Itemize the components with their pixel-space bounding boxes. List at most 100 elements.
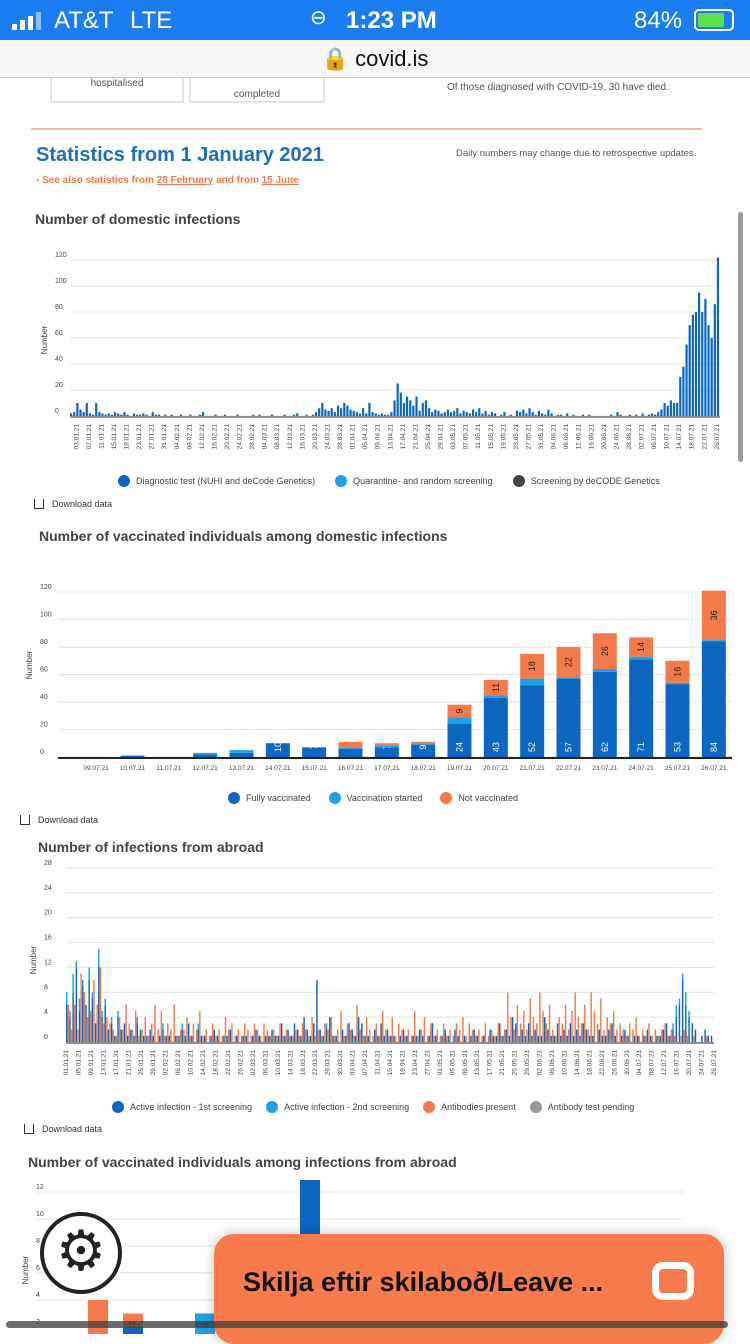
bar-domestic [418, 410, 421, 416]
legend-label: Not vaccinated [458, 793, 518, 803]
x-tick-label: 29.01.21 [150, 1050, 157, 1076]
bar-domestic [333, 412, 336, 416]
bar-antibodies [574, 992, 576, 1042]
bar-abroad [175, 1035, 177, 1042]
download-data-vaccinated[interactable]: Download data [20, 815, 98, 825]
bar-abroad [547, 1029, 549, 1042]
bar-antibodies [170, 1029, 172, 1042]
x-tick-label: 11.01.21 [98, 424, 105, 449]
bar-abroad [82, 979, 84, 987]
bar-abroad [576, 1029, 578, 1042]
bar-antibodies [228, 1029, 230, 1042]
bar-domestic [685, 344, 688, 416]
x-tick-label: 16.03.21 [299, 424, 306, 450]
y-tick-label: 40 [40, 694, 48, 701]
y-tick-label: 0 [55, 408, 59, 415]
bar-abroad [75, 961, 78, 968]
bar-domestic [135, 414, 139, 416]
x-tick-label: 08.06.21 [563, 424, 570, 450]
bar-domestic [91, 414, 95, 416]
link-15-june[interactable]: 15 June [261, 175, 299, 186]
bar-value-label: 26 [600, 646, 610, 656]
bar-domestic [537, 410, 541, 416]
bar-value-label: 9 [455, 708, 465, 713]
legend-swatch [228, 792, 240, 804]
bar-antibodies [539, 992, 541, 1042]
horizontal-scrollbar[interactable] [6, 1321, 728, 1328]
x-tick-label: 10.06.21 [561, 1050, 568, 1076]
bar-domestic [170, 414, 173, 416]
bar-abroad [325, 1023, 328, 1030]
bar-domestic [142, 413, 145, 416]
bar-antibodies [311, 1017, 313, 1042]
bar-domestic [283, 414, 286, 416]
bar-antibodies [705, 1035, 708, 1042]
bar-antibodies [304, 1029, 307, 1042]
x-tick-label: 06.07.21 [651, 424, 658, 450]
url-bar[interactable]: 🔒 covid.is [0, 40, 750, 78]
bar-abroad [518, 1035, 520, 1042]
y-axis-label: Number [40, 325, 49, 354]
bar-abroad [662, 1029, 665, 1042]
network: LTE [130, 7, 173, 34]
x-tick-label: 25.07.21 [665, 765, 691, 772]
y-tick-label: 80 [40, 639, 48, 646]
x-tick-label: 25.04.21 [425, 424, 432, 450]
bar-abroad [553, 1035, 556, 1042]
x-tick-label: 15.01.21 [111, 424, 118, 450]
bar-domestic [465, 412, 468, 416]
bar-segment-vaccination-started [592, 669, 617, 672]
bar-antibodies [234, 1035, 236, 1042]
bar-antibodies [494, 1035, 496, 1042]
bar-antibodies [256, 1029, 259, 1042]
bar-domestic [682, 366, 685, 416]
bar-antibodies [465, 1035, 467, 1042]
legend-label: Fully vaccinated [246, 793, 311, 803]
bar-antibodies [125, 1004, 127, 1042]
bar-domestic [528, 408, 531, 416]
bar-abroad [521, 1029, 523, 1042]
bar-abroad [203, 1035, 206, 1042]
bar-abroad [107, 1029, 110, 1042]
bar-abroad [678, 998, 681, 1005]
bar-antibodies [388, 1035, 390, 1042]
bar-domestic [547, 409, 550, 416]
bar-abroad [361, 1023, 363, 1042]
bar-antibodies [192, 1023, 195, 1042]
bar-segment-vaccination-started [629, 656, 654, 660]
bar-domestic [110, 414, 114, 416]
bar-abroad [367, 1035, 369, 1042]
download-data-abroad[interactable]: Download data [24, 1124, 102, 1134]
bar-abroad [598, 1029, 600, 1042]
bar-domestic [654, 414, 657, 416]
x-tick-label: 09.07.21 [84, 765, 110, 772]
bar-segment-not-vaccinated [556, 647, 581, 678]
bar-antibodies [497, 1023, 499, 1042]
x-tick-label: 18.02.21 [213, 1050, 220, 1076]
bar-abroad [316, 979, 318, 1042]
bar-antibodies [122, 1029, 124, 1042]
y-tick-label: 120 [40, 584, 52, 591]
x-tick-label: 04.07.21 [636, 1050, 643, 1076]
bar-antibodies [491, 1029, 493, 1042]
x-tick-label: 08.02.21 [186, 424, 193, 450]
download-data-domestic[interactable]: Download data [34, 499, 112, 509]
bar-antibodies [577, 1017, 580, 1042]
bar-abroad [94, 1023, 97, 1042]
bar-abroad [184, 1035, 187, 1042]
bar-domestic [402, 403, 406, 416]
bar-segment-not-vaccinated [665, 660, 690, 683]
bar-antibodies [195, 1029, 198, 1042]
bar-domestic [666, 405, 669, 416]
x-tick-label: 01.01.21 [63, 1050, 70, 1076]
bar-antibodies [157, 1029, 159, 1042]
link-28-february[interactable]: 28 February [156, 175, 214, 186]
x-tick-label: 11.04.21 [375, 1050, 382, 1075]
download-label: Download data [42, 1124, 103, 1134]
x-tick-label: 29.04.21 [438, 424, 445, 450]
bar-domestic [550, 413, 553, 416]
bar-domestic [449, 412, 453, 416]
settings-gear-button[interactable]: ⚙ [40, 1212, 122, 1294]
see-also-prefix: - See also statistics from [36, 175, 157, 186]
vertical-scrollbar[interactable] [738, 212, 743, 462]
